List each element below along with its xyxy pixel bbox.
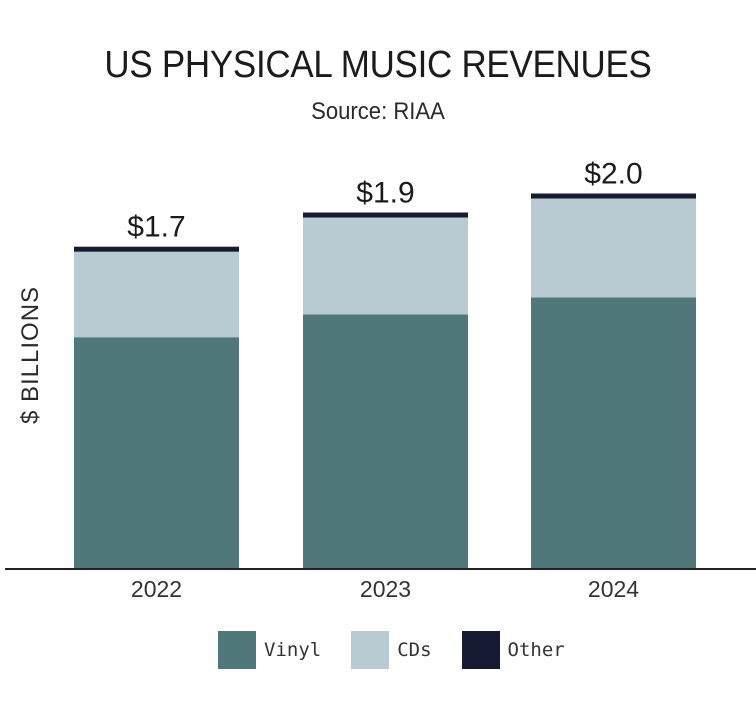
bar-vinyl-2023: [303, 314, 468, 569]
x-tick-label-2022: 2022: [131, 576, 182, 602]
x-tick-label-2024: 2024: [588, 576, 639, 602]
legend-item-vinyl: Vinyl: [218, 631, 321, 669]
legend-swatch-other: [461, 631, 500, 669]
x-tick-label-2023: 2023: [360, 576, 411, 602]
bar-vinyl-2024: [531, 297, 696, 569]
totals-group: $1.7 $1.9 $2.0: [127, 158, 642, 244]
bars-group: [74, 193, 696, 569]
bar-other-2024: [531, 193, 696, 199]
x-ticks-group: 2022 2023 2024: [131, 576, 639, 602]
total-label-2023: $1.9: [356, 177, 414, 210]
legend-swatch-vinyl: [218, 631, 256, 669]
legend-label-vinyl: Vinyl: [264, 639, 322, 661]
chart-title: US PHYSICAL MUSIC REVENUES: [104, 44, 652, 86]
total-label-2022: $1.7: [127, 211, 185, 244]
legend: Vinyl CDs Other: [218, 630, 595, 670]
chart-subtitle: Source: RIAA: [311, 98, 445, 125]
bar-other-2022: [74, 246, 239, 252]
legend-item-cds: CDs: [351, 631, 432, 669]
legend-label-cds: CDs: [397, 639, 432, 661]
legend-item-other: Other: [461, 631, 565, 669]
bar-vinyl-2022: [74, 337, 239, 569]
y-axis-label: $ BILLIONS: [17, 286, 44, 424]
legend-label-other: Other: [507, 639, 565, 661]
total-label-2024: $2.0: [584, 158, 642, 191]
legend-swatch-cds: [351, 631, 390, 669]
bar-cds-2023: [303, 217, 468, 315]
bar-cds-2022: [74, 251, 239, 338]
bar-other-2023: [303, 212, 468, 218]
bar-cds-2024: [531, 198, 696, 298]
